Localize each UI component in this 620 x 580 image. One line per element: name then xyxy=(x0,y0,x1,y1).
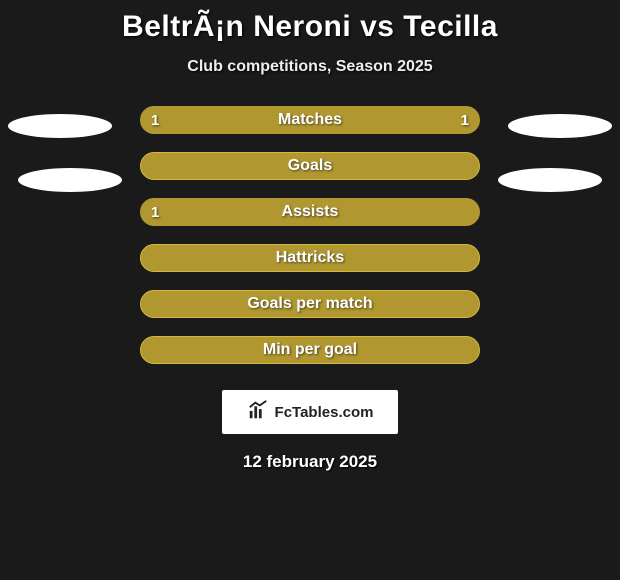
stat-bar: Min per goal xyxy=(140,336,480,364)
date-label: 12 february 2025 xyxy=(0,452,620,472)
stat-label: Hattricks xyxy=(276,249,344,267)
stat-label: Goals xyxy=(288,157,332,175)
stat-right-value: 1 xyxy=(461,107,469,133)
stat-label: Assists xyxy=(282,203,339,221)
stat-left-value: 1 xyxy=(151,107,159,133)
comparison-card: BeltrÃ¡n Neroni vs Tecilla Club competit… xyxy=(0,0,620,580)
stat-bars: 1 Matches 1 Goals 1 Assists Hattricks Goals per… xyxy=(140,106,480,382)
left-ellipse-2 xyxy=(18,168,122,192)
subtitle: Club competitions, Season 2025 xyxy=(0,58,620,76)
stat-bar: 1 Matches 1 xyxy=(140,106,480,134)
chart-icon xyxy=(247,399,269,425)
stat-bar: Goals xyxy=(140,152,480,180)
stats-stage: 1 Matches 1 Goals 1 Assists Hattricks Goals per… xyxy=(0,106,620,376)
stat-label: Goals per match xyxy=(247,295,372,313)
stat-bar: Hattricks xyxy=(140,244,480,272)
stat-label: Min per goal xyxy=(263,341,357,359)
brand-badge: FcTables.com xyxy=(222,390,398,434)
right-ellipse-1 xyxy=(508,114,612,138)
stat-label: Matches xyxy=(278,111,342,129)
stat-bar: 1 Assists xyxy=(140,198,480,226)
right-ellipse-2 xyxy=(498,168,602,192)
stat-bar: Goals per match xyxy=(140,290,480,318)
stat-left-value: 1 xyxy=(151,199,159,225)
page-title: BeltrÃ¡n Neroni vs Tecilla xyxy=(0,10,620,44)
vs-label: vs xyxy=(360,10,394,43)
player1-name: BeltrÃ¡n Neroni xyxy=(122,10,351,43)
left-ellipse-1 xyxy=(8,114,112,138)
player2-name: Tecilla xyxy=(403,10,498,43)
brand-text: FcTables.com xyxy=(275,404,374,421)
